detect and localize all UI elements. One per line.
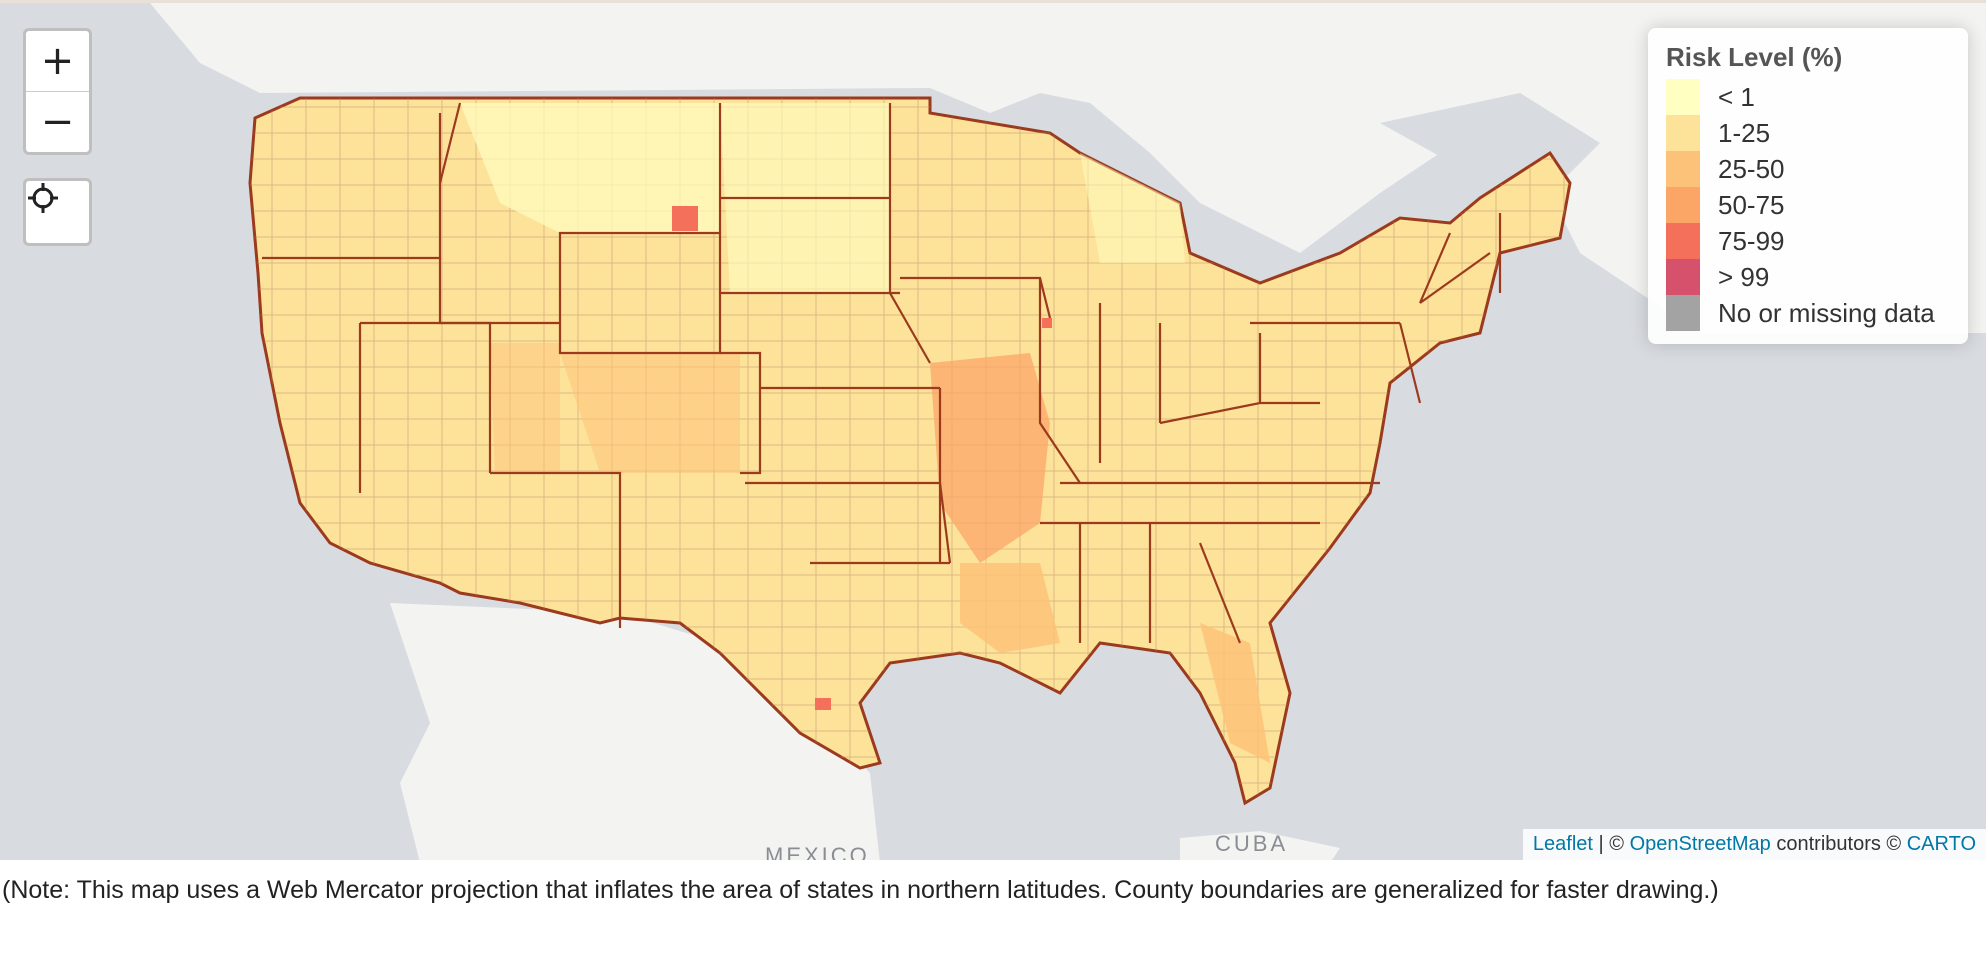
- mexico-land: [390, 603, 880, 860]
- legend-swatch: [1666, 223, 1700, 259]
- leaflet-link[interactable]: Leaflet: [1532, 833, 1593, 855]
- map-label-cuba: CUBA: [1215, 831, 1288, 856]
- legend-label: < 1: [1718, 81, 1755, 112]
- map-legend: Risk Level (%) < 1 1-25 25-50 50-75 75-99 > 9…: [1648, 28, 1968, 344]
- legend-swatch: [1666, 115, 1700, 151]
- legend-label: 25-50: [1718, 153, 1785, 184]
- crosshair-icon: [28, 183, 58, 213]
- osm-link[interactable]: OpenStreetMap: [1629, 833, 1771, 855]
- zoom-control: + −: [23, 28, 92, 155]
- legend-label: 1-25: [1718, 117, 1771, 148]
- legend-item: 75-99: [1666, 223, 1950, 259]
- legend-swatch: [1666, 187, 1700, 223]
- canada-land: [0, 3, 1986, 333]
- attribution-contributors: contributors ©: [1776, 833, 1902, 855]
- legend-item: 50-75: [1666, 187, 1950, 223]
- legend-item: 25-50: [1666, 151, 1950, 187]
- zoom-out-button[interactable]: −: [26, 91, 89, 152]
- legend-label: 75-99: [1718, 225, 1785, 256]
- cuba-land: [1180, 831, 1340, 860]
- map-label-mexico: MEXICO: [765, 843, 870, 860]
- legend-label: > 99: [1718, 261, 1770, 292]
- locate-button[interactable]: [23, 178, 92, 246]
- legend-item: No or missing data: [1666, 295, 1950, 331]
- map-canvas[interactable]: MEXICO CUBA + − Risk Level (%) < 1 1-25 25…: [0, 0, 1986, 860]
- legend-item: 1-25: [1666, 115, 1950, 151]
- legend-title: Risk Level (%): [1666, 42, 1843, 72]
- legend-swatch: [1666, 295, 1700, 331]
- legend-item: < 1: [1666, 79, 1950, 115]
- zoom-in-button[interactable]: +: [40, 38, 75, 84]
- carto-link[interactable]: CARTO: [1906, 833, 1976, 855]
- basemap: MEXICO CUBA: [0, 3, 1986, 860]
- legend-label: No or missing data: [1718, 297, 1935, 328]
- attribution: Leaflet | © OpenStreetMap contributors ©…: [1522, 829, 1986, 860]
- legend-swatch: [1666, 259, 1700, 295]
- attribution-sep: | ©: [1598, 833, 1625, 855]
- legend-item: > 99: [1666, 259, 1950, 295]
- legend-swatch: [1666, 151, 1700, 187]
- legend-swatch: [1666, 79, 1700, 115]
- legend-label: 50-75: [1718, 189, 1785, 220]
- map-note: (Note: This map uses a Web Mercator proj…: [2, 876, 1719, 904]
